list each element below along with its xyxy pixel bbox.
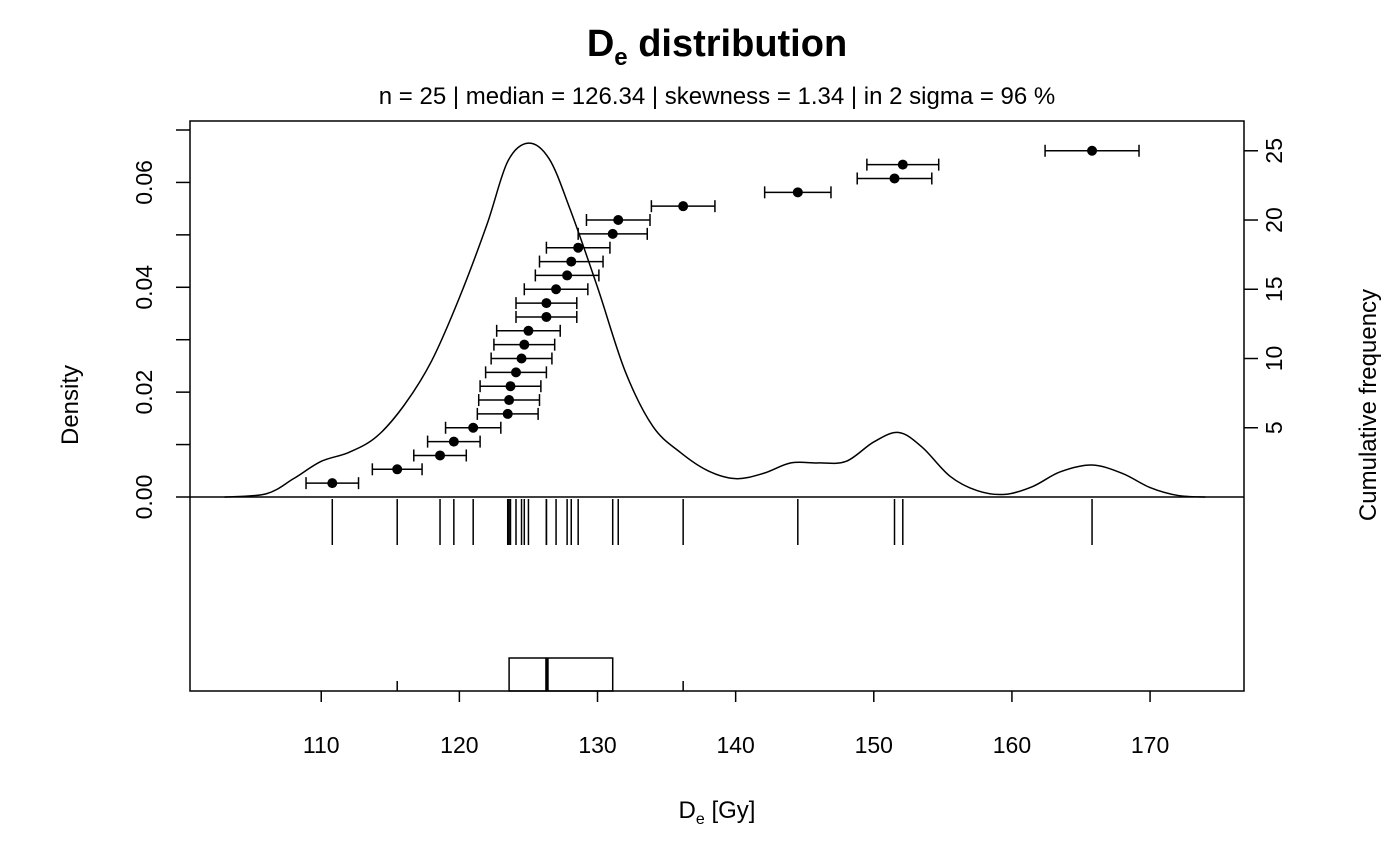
- data-point: [792, 187, 803, 198]
- y-right-tick-label: 25: [1261, 138, 1287, 164]
- data-point: [562, 270, 573, 281]
- data-point: [541, 311, 552, 322]
- y-axis-title-left: Density: [57, 365, 84, 445]
- x-tick-label: 160: [993, 732, 1031, 758]
- y-right-tick-label: 10: [1261, 346, 1287, 372]
- x-tick-label: 150: [855, 732, 893, 758]
- data-point: [327, 478, 338, 489]
- data-point: [516, 353, 527, 364]
- data-point: [551, 284, 562, 295]
- data-point: [678, 201, 689, 212]
- y-left-tick-label: 0.06: [131, 160, 157, 205]
- data-point: [541, 298, 552, 309]
- data-point: [435, 450, 446, 461]
- y-right-tick-label: 20: [1261, 207, 1287, 233]
- x-axis-title-subscript: e: [696, 811, 705, 828]
- y-left-tick-label: 0.04: [131, 265, 157, 310]
- data-point: [573, 242, 584, 253]
- y-axis-title-right: Cumulative frequency: [1355, 289, 1382, 521]
- chart-subtitle: n = 25 | median = 126.34 | skewness = 1.…: [379, 83, 1055, 110]
- data-point: [505, 381, 516, 392]
- chart-title-subscript: e: [614, 44, 627, 71]
- chart-title-rest: distribution: [628, 23, 848, 65]
- y-left-tick-label: 0.02: [131, 370, 157, 415]
- data-point: [519, 339, 530, 350]
- data-point: [448, 436, 459, 447]
- x-axis-title-main: D: [679, 797, 696, 824]
- x-tick-label: 120: [440, 732, 478, 758]
- data-point: [502, 408, 513, 419]
- plot-area: 110 120 130 140 150 160 170 0.00 0.02 0.04 0.06 5 10…: [131, 120, 1287, 758]
- x-axis-title: De [Gy]: [679, 797, 756, 828]
- data-point: [897, 159, 908, 170]
- x-tick-label: 170: [1131, 732, 1169, 758]
- density-curve: [224, 142, 1206, 498]
- svg-text:De distribution: De distribution: [587, 23, 847, 71]
- data-point: [523, 325, 534, 336]
- boxplot-box: [508, 657, 614, 692]
- data-point: [889, 173, 900, 184]
- data-point: [1087, 145, 1098, 156]
- x-tick-label: 140: [716, 732, 754, 758]
- data-point: [504, 395, 515, 406]
- data-point: [511, 367, 522, 378]
- y-right-tick-label: 5: [1261, 421, 1287, 434]
- data-point: [607, 228, 618, 239]
- y-right-tick-label: 15: [1261, 276, 1287, 302]
- x-tick-label: 130: [578, 732, 616, 758]
- chart-title: De distribution: [587, 23, 847, 71]
- data-point: [392, 464, 403, 475]
- chart-title-main: D: [587, 23, 614, 65]
- y-left-tick-label: 0.00: [131, 475, 157, 520]
- data-point: [566, 256, 577, 267]
- plot-frame: [189, 120, 1245, 692]
- x-tick-label: 110: [303, 732, 340, 758]
- x-axis-title-rest: [Gy]: [705, 797, 756, 824]
- data-point: [613, 215, 624, 226]
- data-point: [468, 422, 479, 433]
